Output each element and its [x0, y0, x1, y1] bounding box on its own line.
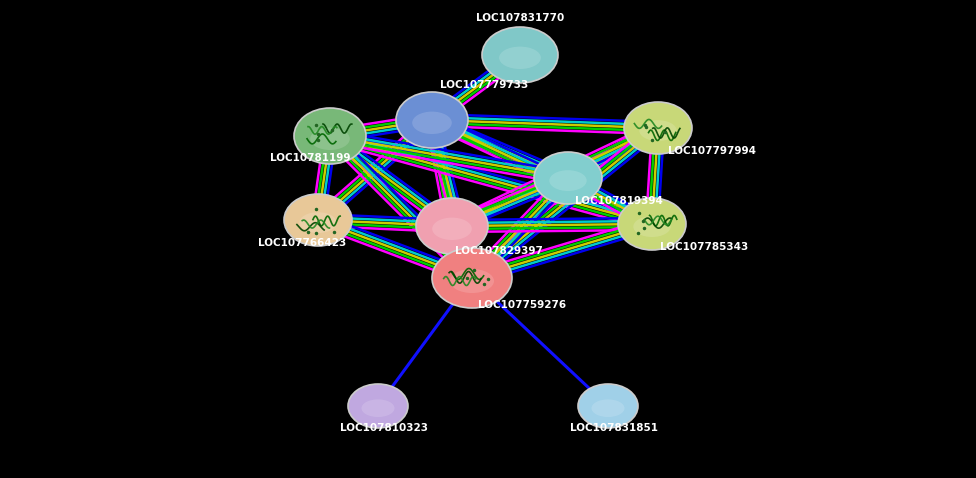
Ellipse shape [416, 198, 488, 254]
Ellipse shape [432, 248, 512, 308]
Ellipse shape [300, 212, 337, 233]
Ellipse shape [624, 102, 692, 154]
Ellipse shape [310, 128, 349, 150]
Ellipse shape [396, 92, 468, 148]
Text: LOC107759276: LOC107759276 [478, 300, 566, 310]
Ellipse shape [294, 108, 366, 164]
Ellipse shape [534, 152, 602, 204]
Text: LOC107779733: LOC107779733 [440, 80, 528, 90]
Ellipse shape [618, 198, 686, 250]
Text: LOC107766423: LOC107766423 [258, 238, 346, 248]
Ellipse shape [633, 216, 671, 237]
Text: LOC107819394: LOC107819394 [575, 196, 663, 206]
Ellipse shape [361, 400, 394, 417]
Ellipse shape [591, 400, 625, 417]
Ellipse shape [450, 269, 494, 293]
Text: LOC107829397: LOC107829397 [455, 246, 543, 256]
Text: LOC107810323: LOC107810323 [340, 423, 428, 433]
Ellipse shape [499, 46, 541, 69]
Ellipse shape [549, 170, 587, 191]
Ellipse shape [432, 217, 471, 240]
Ellipse shape [578, 384, 638, 428]
Text: LOC107797994: LOC107797994 [668, 146, 756, 156]
Ellipse shape [412, 111, 452, 134]
Text: LOC107831770: LOC107831770 [476, 13, 564, 23]
Ellipse shape [348, 384, 408, 428]
Ellipse shape [639, 120, 676, 141]
Text: LOC107785343: LOC107785343 [660, 242, 749, 252]
Text: LOC10781199: LOC10781199 [270, 153, 350, 163]
Ellipse shape [482, 27, 558, 83]
Text: LOC107831851: LOC107831851 [570, 423, 658, 433]
Ellipse shape [284, 194, 352, 246]
